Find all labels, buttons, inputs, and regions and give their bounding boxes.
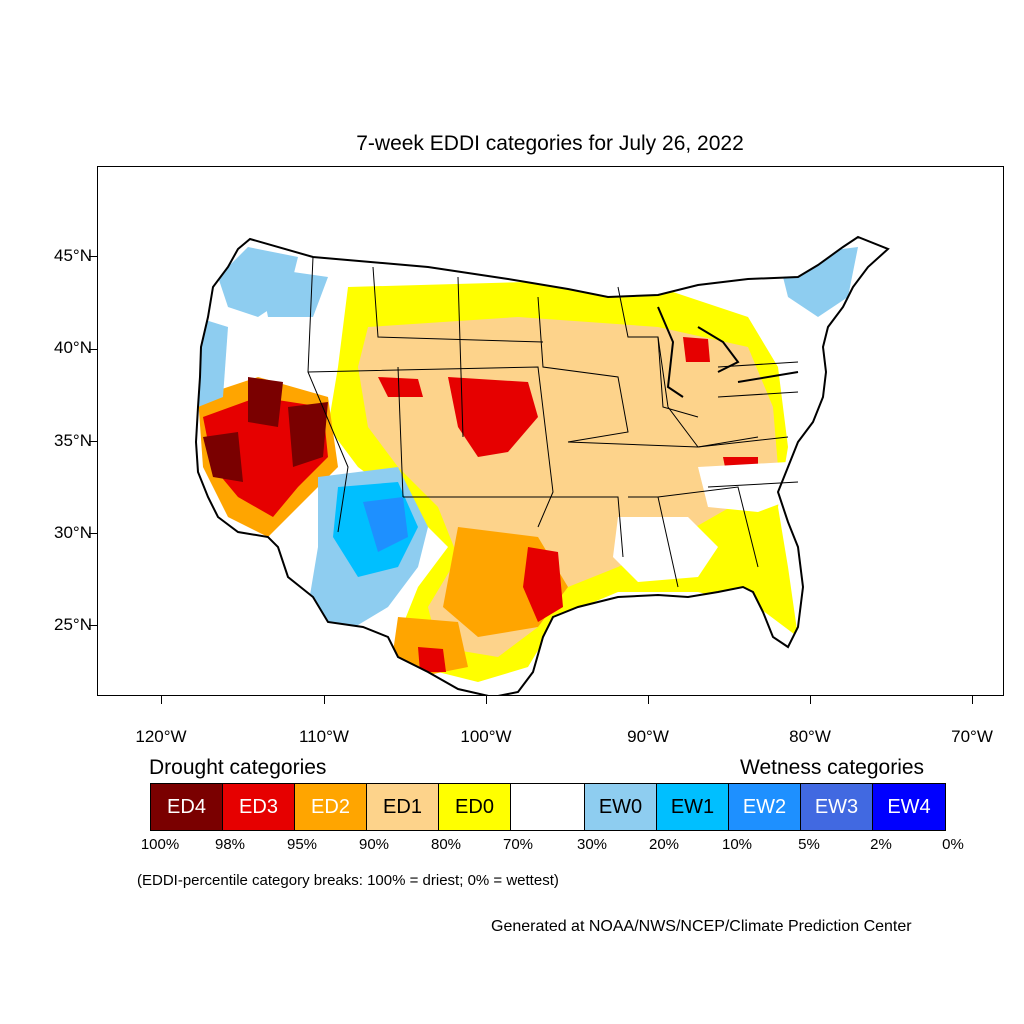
legend-ed1: ED1 [367,784,439,830]
lat-label-40: 40°N [54,338,92,357]
credit: Generated at NOAA/NWS/NCEP/Climate Predi… [491,918,912,935]
lat-tick [89,625,97,626]
lon-tick [161,696,162,704]
lake-erie [737,371,799,383]
lon-label-110: 110°W [299,727,349,746]
legend-ew4: EW4 [873,784,945,830]
legend-label: EW1 [670,795,715,818]
legend-ed3: ED3 [223,784,295,830]
legend-label: EW4 [887,795,931,818]
pct-label: 90% [358,836,390,853]
lat-label-30: 30°N [54,523,92,542]
legend-normal [511,784,585,830]
lat-label-45: 45°N [54,246,92,265]
state-borders [307,256,799,588]
lat-tick [89,256,97,257]
legend-label: ED2 [311,795,350,818]
legend-label: ED4 [167,795,206,818]
lon-tick [648,696,649,704]
legend-ed0: ED0 [439,784,511,830]
lon-label-90: 90°W [627,727,669,746]
eddi-field [196,237,888,695]
wetness-categories-heading: Wetness categories [740,756,925,779]
lat-label-35: 35°N [54,431,92,450]
legend-ew1: EW1 [657,784,729,830]
pct-label: 20% [648,836,680,853]
footnote: (EDDI-percentile category breaks: 100% =… [137,872,559,889]
pct-label: 0% [942,836,964,853]
drought-categories-heading: Drought categories [149,756,327,779]
lon-label-120: 120°W [135,727,187,746]
pct-label: 100% [140,836,180,853]
legend-ed2: ED2 [295,784,367,830]
pct-label: 10% [721,836,753,853]
lake-huron [697,326,740,373]
pct-label: 2% [870,836,892,853]
map-title: 7-week EDDI categories for July 26, 2022 [356,132,744,155]
pct-label: 95% [286,836,318,853]
legend-label: EW0 [598,795,643,818]
lon-tick [324,696,325,704]
legend-label: ED3 [239,795,278,818]
lat-tick [89,349,97,350]
lon-label-80: 80°W [789,727,831,746]
legend-ew3: EW3 [801,784,873,830]
legend-bar: ED4 ED3 ED2 ED1 ED0 EW0 EW1 EW2 EW3 EW4 [150,783,946,831]
pct-label: 80% [430,836,462,853]
lat-tick [89,441,97,442]
pct-label: 30% [576,836,608,853]
pct-label: 70% [502,836,534,853]
lon-tick [972,696,973,704]
pct-label: 5% [798,836,820,853]
lon-label-100: 100°W [460,727,512,746]
legend-label: ED0 [455,795,494,818]
lon-label-70: 70°W [951,727,993,746]
legend-label: ED1 [383,795,422,818]
legend-ed4: ED4 [151,784,223,830]
map-frame [97,166,1004,696]
legend-label: EW2 [742,795,787,818]
legend-ew0: EW0 [585,784,657,830]
lake-michigan [657,306,684,398]
pct-label: 98% [214,836,246,853]
legend-label: EW3 [814,795,859,818]
lat-tick [89,533,97,534]
lon-tick [486,696,487,704]
legend-ew2: EW2 [729,784,801,830]
lon-tick [810,696,811,704]
coastline [194,235,890,695]
eddi-map [194,235,890,695]
lat-label-25: 25°N [54,615,92,634]
